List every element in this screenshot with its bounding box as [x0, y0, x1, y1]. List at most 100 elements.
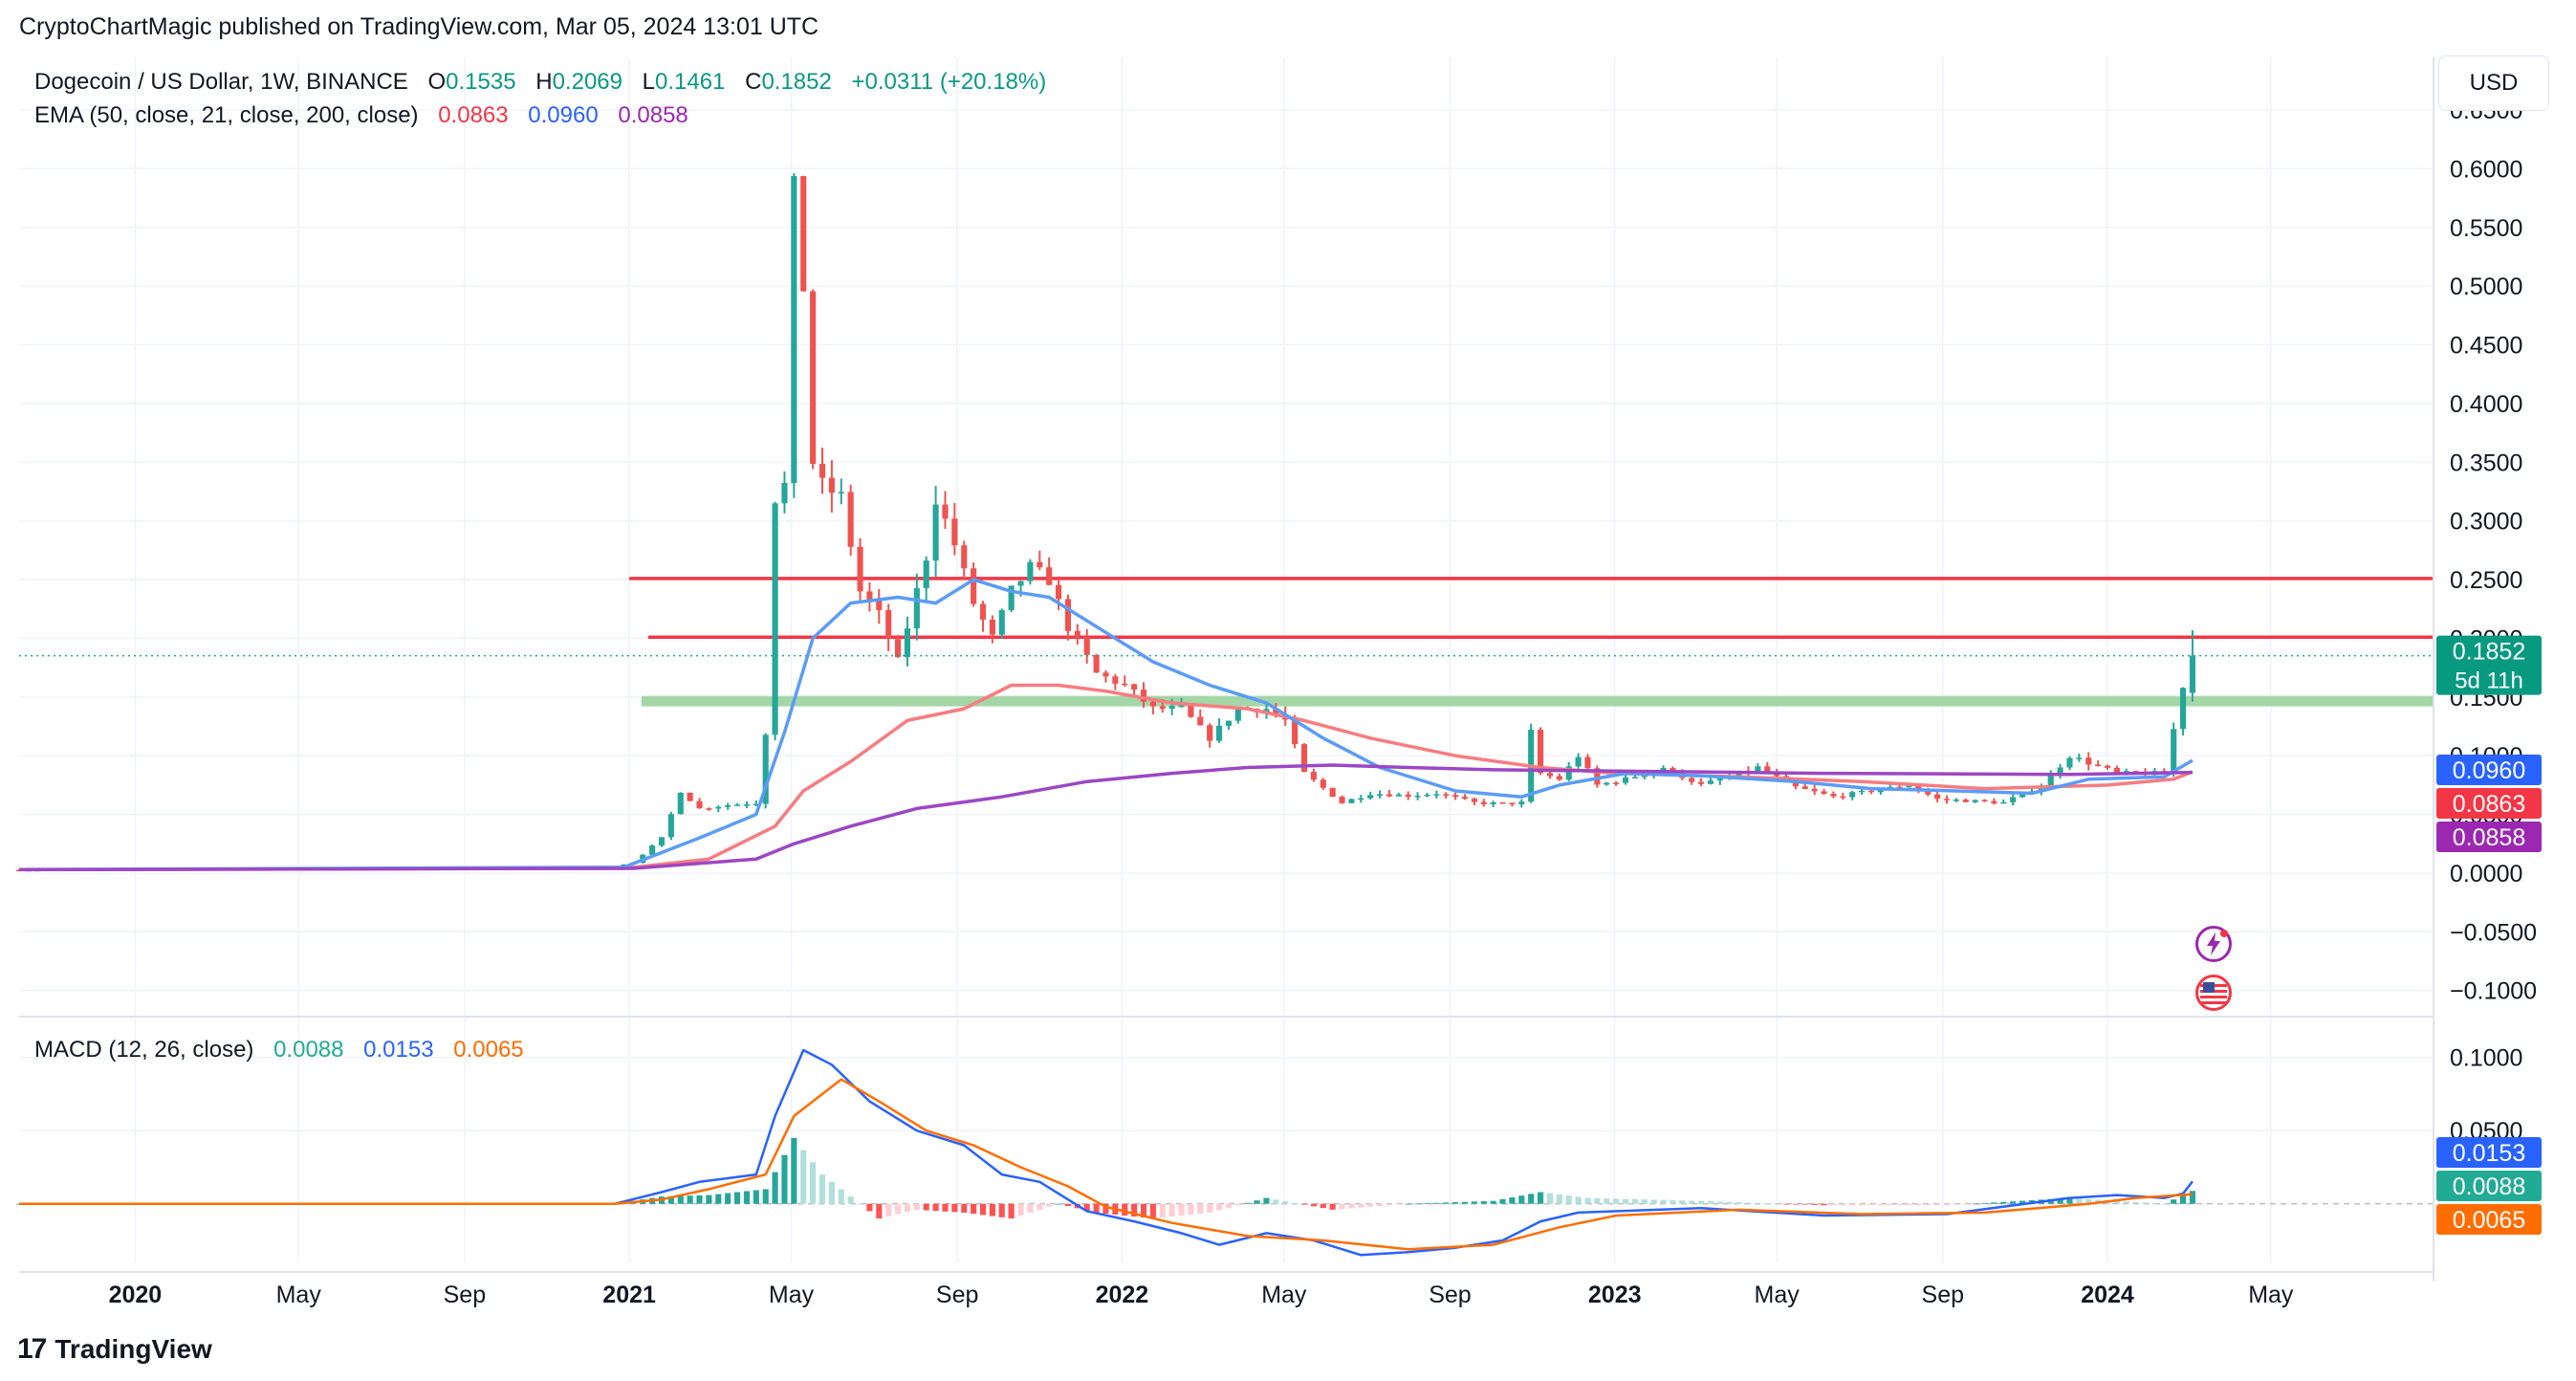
candle[interactable]	[649, 844, 656, 856]
candle[interactable]	[1830, 791, 1837, 799]
candle[interactable]	[1811, 784, 1818, 796]
candle[interactable]	[696, 798, 703, 809]
candle[interactable]	[1320, 778, 1326, 791]
candle[interactable]	[1074, 624, 1081, 645]
candle[interactable]	[1604, 781, 1610, 786]
candle[interactable]	[1215, 718, 1223, 743]
candle[interactable]	[1443, 792, 1450, 800]
candle[interactable]	[753, 800, 759, 807]
candle[interactable]	[706, 807, 712, 811]
candle[interactable]	[989, 615, 995, 644]
candle[interactable]	[1575, 753, 1582, 771]
candle[interactable]	[2179, 687, 2187, 736]
candle[interactable]	[866, 581, 873, 612]
candle[interactable]	[894, 634, 902, 658]
candle[interactable]	[762, 733, 769, 809]
ema-legend[interactable]: EMA (50, close, 21, close, 200, close) 0…	[34, 102, 688, 128]
candle[interactable]	[1376, 790, 1384, 799]
ema-50-line[interactable]	[18, 683, 2194, 872]
candle[interactable]	[2104, 764, 2111, 770]
candle[interactable]	[932, 486, 939, 578]
candle[interactable]	[1849, 790, 1856, 800]
candle[interactable]	[1367, 791, 1374, 800]
candle[interactable]	[1027, 559, 1034, 585]
candle[interactable]	[1934, 790, 1941, 803]
candle[interactable]	[1405, 791, 1411, 800]
candle[interactable]	[667, 811, 674, 841]
candle[interactable]	[1981, 799, 1988, 802]
candle[interactable]	[942, 491, 949, 529]
candle[interactable]	[1140, 682, 1147, 709]
candle[interactable]	[1509, 802, 1516, 807]
candle[interactable]	[1093, 653, 1100, 673]
ema-200-line[interactable]	[18, 763, 2193, 872]
candle[interactable]	[1528, 723, 1535, 803]
candle[interactable]	[2047, 770, 2054, 786]
candle[interactable]	[1867, 789, 1875, 795]
candle[interactable]	[913, 573, 920, 641]
candle[interactable]	[1613, 780, 1620, 786]
candle[interactable]	[1358, 795, 1364, 803]
currency-button[interactable]: USD	[2438, 55, 2549, 111]
candle[interactable]	[1037, 550, 1043, 571]
signal-line[interactable]	[19, 1078, 2193, 1251]
tradingview-brand[interactable]: 17 TradingView	[17, 1333, 212, 1366]
macd-line[interactable]	[19, 1048, 2194, 1257]
candle[interactable]	[781, 471, 788, 514]
candle[interactable]	[772, 501, 778, 741]
symbol-legend[interactable]: Dogecoin / US Dollar, 1W, BINANCE O0.153…	[34, 69, 1046, 95]
candle[interactable]	[725, 802, 731, 810]
candle[interactable]	[658, 837, 666, 847]
candle[interactable]	[2085, 752, 2092, 771]
candle[interactable]	[1197, 709, 1204, 726]
candle[interactable]	[1461, 794, 1469, 800]
candle[interactable]	[885, 603, 892, 651]
candle[interactable]	[1225, 720, 1233, 730]
us-flag-icon[interactable]	[2195, 975, 2232, 1011]
candle[interactable]	[1943, 795, 1951, 804]
candle[interactable]	[2076, 753, 2083, 762]
candle[interactable]	[1112, 673, 1119, 690]
candle[interactable]	[819, 448, 826, 494]
candle[interactable]	[1339, 795, 1345, 804]
candle[interactable]	[857, 537, 863, 603]
candle[interactable]	[1329, 787, 1336, 798]
candle[interactable]	[1149, 700, 1156, 715]
candle[interactable]	[979, 601, 987, 632]
candle[interactable]	[677, 792, 684, 815]
candle[interactable]	[1622, 774, 1629, 785]
candle[interactable]	[1962, 798, 1969, 802]
candle[interactable]	[1414, 792, 1421, 800]
candle[interactable]	[687, 792, 693, 801]
candle[interactable]	[1452, 791, 1459, 800]
candle[interactable]	[904, 616, 911, 667]
candle[interactable]	[923, 556, 929, 603]
candle[interactable]	[828, 460, 835, 513]
candle[interactable]	[1046, 557, 1053, 585]
candle[interactable]	[2066, 756, 2073, 771]
candle[interactable]	[2000, 799, 2007, 804]
candle[interactable]	[1386, 790, 1393, 798]
candle[interactable]	[1188, 704, 1194, 718]
candle[interactable]	[1064, 594, 1072, 641]
candle[interactable]	[998, 608, 1005, 640]
candle[interactable]	[1234, 707, 1241, 724]
ema-21-line[interactable]	[18, 578, 2194, 872]
candle[interactable]	[1480, 799, 1487, 807]
candle[interactable]	[1584, 754, 1591, 771]
candle[interactable]	[743, 800, 751, 809]
candle[interactable]	[961, 540, 968, 580]
last-candle[interactable]	[2189, 629, 2196, 702]
candle[interactable]	[2057, 763, 2063, 779]
candle[interactable]	[2095, 760, 2102, 767]
candle[interactable]	[2171, 722, 2177, 778]
candle[interactable]	[1697, 778, 1705, 787]
candle[interactable]	[1424, 792, 1430, 798]
candle[interactable]	[838, 478, 844, 505]
candle[interactable]	[715, 805, 722, 813]
lightning-icon[interactable]	[2195, 926, 2232, 962]
candle[interactable]	[1131, 683, 1138, 697]
candle[interactable]	[951, 503, 958, 556]
candle[interactable]	[810, 289, 817, 470]
